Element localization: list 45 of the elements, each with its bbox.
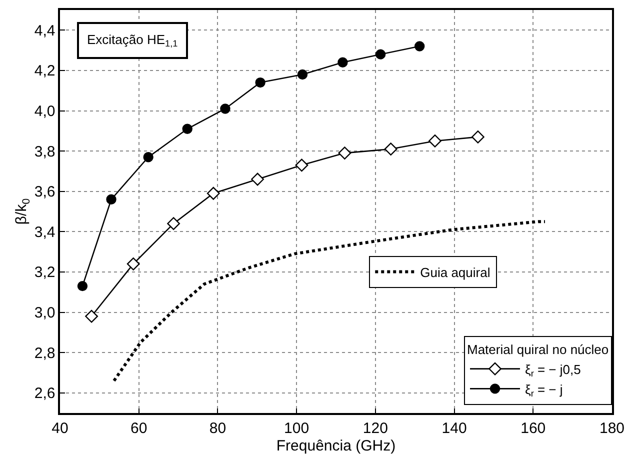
y-tick-label: 4,2	[34, 62, 56, 80]
point	[338, 57, 348, 68]
point	[167, 217, 180, 230]
point	[414, 41, 425, 52]
point	[85, 310, 98, 323]
legend-label: Guia aquiral	[420, 264, 490, 280]
x-tick-label: 140	[442, 420, 467, 437]
point	[77, 280, 88, 292]
y-tick-label: 2,8	[34, 344, 56, 362]
y-tick-label: 3,6	[34, 184, 56, 201]
point	[428, 134, 442, 148]
x-tick-label: 40	[52, 420, 68, 437]
point	[295, 158, 308, 172]
point	[384, 142, 398, 156]
point	[471, 130, 484, 144]
y-tick-label: 2,6	[34, 385, 56, 402]
x-tick-label: 80	[209, 420, 226, 437]
point	[126, 257, 140, 270]
point	[206, 186, 220, 200]
y-tick-label: 3,4	[34, 224, 56, 241]
point	[338, 146, 352, 160]
annotation: Excitação HE$_{1,1}$	[87, 32, 178, 49]
x-axis-title: Frequência (GHz)	[276, 437, 396, 454]
point	[251, 172, 264, 186]
y-tick-label: 3,2	[34, 264, 56, 282]
point	[220, 104, 230, 114]
point	[297, 69, 308, 80]
point	[255, 77, 266, 88]
point	[182, 124, 192, 134]
y-tick-label: 4,0	[34, 103, 56, 120]
x-tick-label: 100	[284, 420, 310, 437]
x-tick-label: 60	[130, 420, 148, 437]
y-tick-label: 3,8	[34, 143, 56, 160]
point	[143, 152, 154, 162]
y-tick-label: 3,0	[34, 304, 56, 322]
legend-label: ξ$_{r}$ = − j	[525, 382, 563, 398]
y-tick-label: 4,4	[34, 22, 56, 40]
point	[106, 194, 116, 205]
x-tick-label: 160	[520, 420, 546, 437]
x-tick-label: 180	[599, 420, 625, 437]
line-series	[112, 220, 546, 382]
x-tick-label: 120	[362, 420, 388, 437]
legend-label: ξ$_{r}$ = − j0,5	[525, 362, 581, 379]
legend-title: Material quiral no núcleo	[467, 342, 609, 357]
point	[375, 49, 386, 60]
